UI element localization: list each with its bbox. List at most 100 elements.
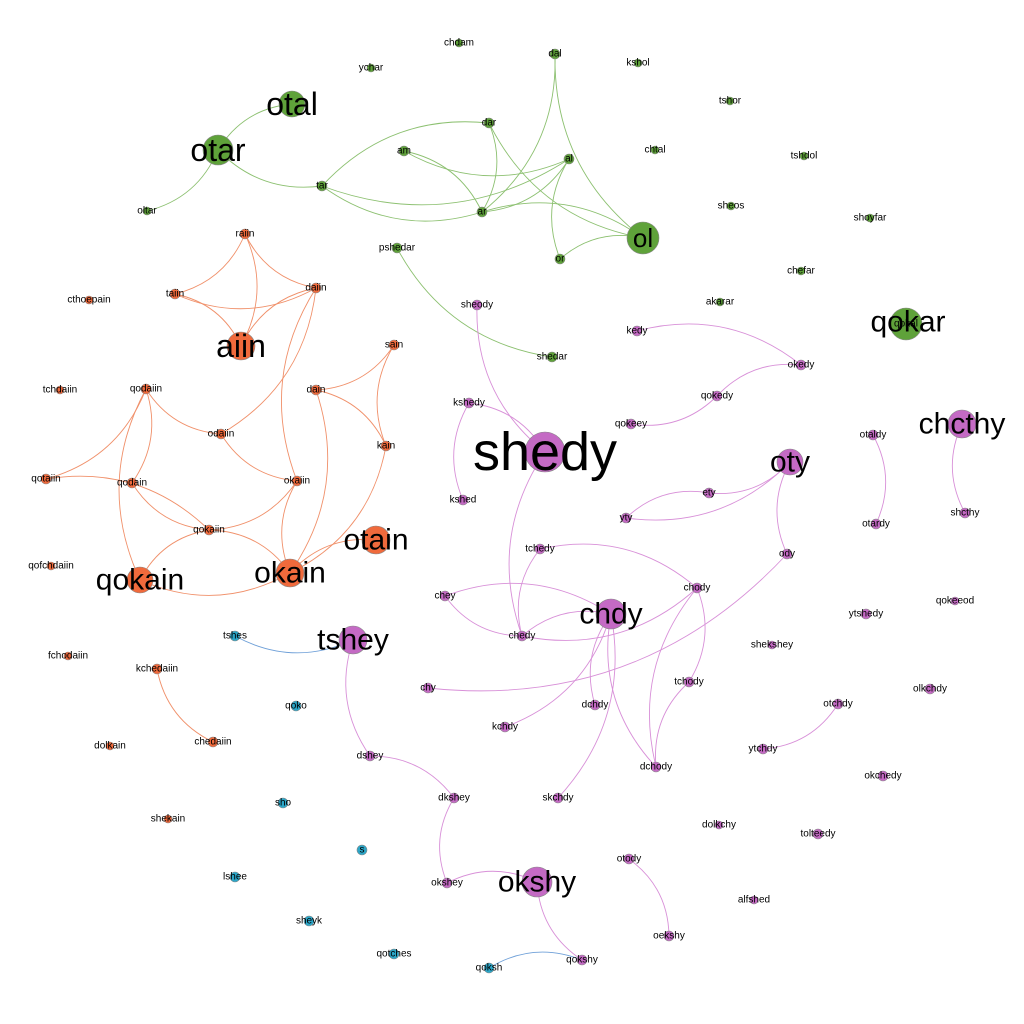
node-dal[interactable] bbox=[549, 48, 561, 60]
node-shedy[interactable] bbox=[524, 431, 566, 473]
node-tchdaiin[interactable] bbox=[55, 385, 65, 395]
node-chody[interactable] bbox=[691, 582, 703, 594]
node-ody[interactable] bbox=[781, 548, 793, 560]
node-pshedar[interactable] bbox=[391, 242, 403, 254]
node-ytchdy[interactable] bbox=[757, 743, 769, 755]
node-tchedy[interactable] bbox=[534, 543, 546, 555]
node-odaiin[interactable] bbox=[215, 428, 227, 440]
node-oty[interactable] bbox=[776, 448, 804, 476]
node-qodaiin[interactable] bbox=[140, 383, 152, 395]
node-aiin[interactable] bbox=[226, 331, 256, 361]
node-cthoepain[interactable] bbox=[84, 295, 94, 305]
node-qoko[interactable] bbox=[290, 700, 302, 712]
node-chedy[interactable] bbox=[516, 630, 528, 642]
node-dolkchy[interactable] bbox=[714, 820, 724, 830]
node-kain[interactable] bbox=[380, 440, 392, 452]
node-shcthy[interactable] bbox=[959, 507, 971, 519]
node-qodain[interactable] bbox=[126, 477, 138, 489]
node-chy[interactable] bbox=[422, 682, 434, 694]
node-daiin[interactable] bbox=[310, 282, 322, 294]
node-qofchdaiin[interactable] bbox=[46, 561, 56, 571]
node-otody[interactable] bbox=[623, 853, 635, 865]
node-shekshey[interactable] bbox=[767, 640, 777, 650]
node-chdam[interactable] bbox=[454, 38, 464, 48]
node-otal[interactable] bbox=[278, 90, 306, 118]
node-qotaiin[interactable] bbox=[40, 473, 52, 485]
node-tolteedy[interactable] bbox=[812, 828, 824, 840]
node-chefar[interactable] bbox=[796, 266, 806, 276]
node-sain[interactable] bbox=[388, 339, 400, 351]
node-okshy[interactable] bbox=[521, 866, 553, 898]
node-otaldy[interactable] bbox=[867, 429, 879, 441]
node-okchedy[interactable] bbox=[877, 770, 889, 782]
node-tshdol[interactable] bbox=[799, 151, 809, 161]
node-otchdy[interactable] bbox=[832, 698, 844, 710]
node-dchody[interactable] bbox=[650, 761, 662, 773]
node-okedy[interactable] bbox=[795, 359, 807, 371]
node-chdy[interactable] bbox=[595, 598, 627, 630]
node-qokedy[interactable] bbox=[711, 390, 723, 402]
node-qokeey[interactable] bbox=[625, 418, 637, 430]
node-otain[interactable] bbox=[361, 525, 391, 555]
node-qoksh[interactable] bbox=[483, 962, 495, 974]
node-yty[interactable] bbox=[620, 512, 632, 524]
node-sho[interactable] bbox=[277, 797, 289, 809]
node-dkshey[interactable] bbox=[448, 792, 460, 804]
node-chtal[interactable] bbox=[650, 145, 660, 155]
node-akarar[interactable] bbox=[715, 297, 725, 307]
node-kshol[interactable] bbox=[633, 58, 643, 68]
node-am[interactable] bbox=[398, 145, 410, 157]
node-lshee[interactable] bbox=[229, 871, 241, 883]
node-olkchdy[interactable] bbox=[924, 683, 936, 695]
node-alfshed[interactable] bbox=[749, 895, 759, 905]
node-okaiin[interactable] bbox=[291, 475, 303, 487]
node-ychar[interactable] bbox=[366, 63, 376, 73]
node-qotches[interactable] bbox=[388, 948, 400, 960]
node-sheos[interactable] bbox=[726, 201, 736, 211]
node-dchdy[interactable] bbox=[589, 699, 601, 711]
node-ytshedy[interactable] bbox=[860, 608, 872, 620]
node-chcthy[interactable] bbox=[947, 409, 977, 439]
node-dshey[interactable] bbox=[364, 750, 376, 762]
node-shekain[interactable] bbox=[163, 814, 173, 824]
node-tchody[interactable] bbox=[683, 676, 695, 688]
node-tshey[interactable] bbox=[338, 625, 368, 655]
node-s[interactable] bbox=[356, 844, 368, 856]
node-tshor[interactable] bbox=[725, 96, 735, 106]
node-dar[interactable] bbox=[483, 117, 495, 129]
node-taiin[interactable] bbox=[169, 288, 181, 300]
node-al[interactable] bbox=[563, 153, 575, 165]
node-qokain[interactable] bbox=[126, 566, 154, 594]
node-otardy[interactable] bbox=[870, 518, 882, 530]
node-kedy[interactable] bbox=[631, 325, 643, 337]
node-chedaiin[interactable] bbox=[207, 736, 219, 748]
node-dain[interactable] bbox=[310, 384, 322, 396]
node-fchodaiin[interactable] bbox=[63, 651, 73, 661]
node-oltar[interactable] bbox=[142, 206, 152, 216]
node-qokaiin[interactable] bbox=[203, 524, 215, 536]
node-okain[interactable] bbox=[275, 558, 305, 588]
node-ol[interactable] bbox=[626, 221, 660, 255]
node-tshes[interactable] bbox=[229, 630, 241, 642]
node-otar[interactable] bbox=[202, 134, 234, 166]
node-qokeeod[interactable] bbox=[950, 596, 960, 606]
node-qokal[interactable] bbox=[889, 307, 923, 341]
node-oekshy[interactable] bbox=[663, 930, 675, 942]
node-kchdy[interactable] bbox=[499, 721, 511, 733]
node-tar[interactable] bbox=[316, 180, 328, 192]
node-ar[interactable] bbox=[476, 206, 488, 218]
node-or[interactable] bbox=[554, 253, 566, 265]
node-okshey[interactable] bbox=[441, 877, 453, 889]
node-raiin[interactable] bbox=[239, 228, 251, 240]
node-kshed[interactable] bbox=[457, 494, 469, 506]
node-sheyk[interactable] bbox=[303, 915, 315, 927]
node-dolkain[interactable] bbox=[105, 741, 115, 751]
node-kchedaiin[interactable] bbox=[151, 663, 163, 675]
node-ety[interactable] bbox=[703, 487, 715, 499]
node-qokshy[interactable] bbox=[576, 954, 588, 966]
node-chey[interactable] bbox=[439, 590, 451, 602]
node-shedar[interactable] bbox=[546, 351, 558, 363]
node-kshedy[interactable] bbox=[463, 397, 475, 409]
node-sheody[interactable] bbox=[471, 299, 483, 311]
node-shoyfar[interactable] bbox=[865, 213, 875, 223]
